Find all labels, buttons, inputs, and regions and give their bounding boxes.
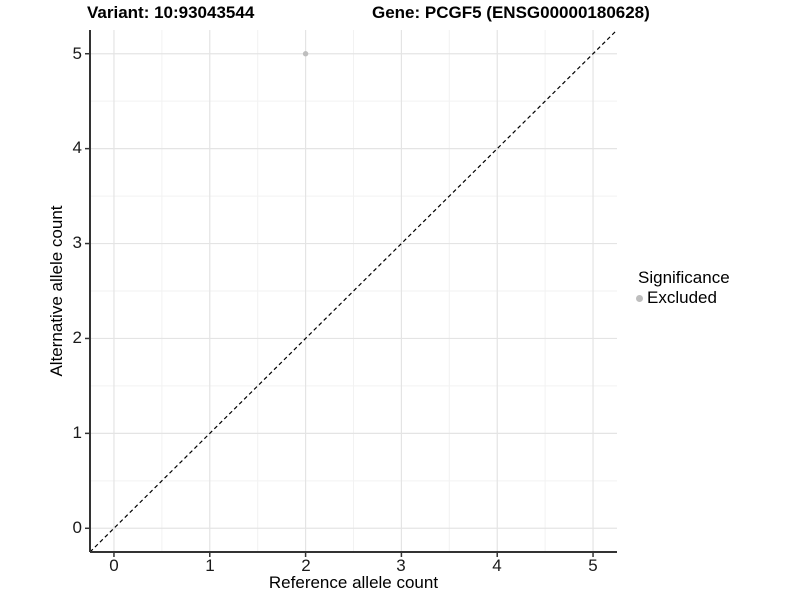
- x-tick-label: 0: [109, 556, 119, 575]
- x-axis-title: Reference allele count: [268, 573, 439, 592]
- legend-item-label: Excluded: [647, 288, 717, 307]
- data-points: [302, 51, 309, 57]
- legend-title: Significance: [638, 268, 730, 287]
- y-tick-label: 0: [72, 518, 82, 537]
- legend: Significance Excluded: [636, 268, 730, 308]
- y-tick-label: 1: [72, 423, 82, 442]
- x-tick-label: 1: [205, 556, 215, 575]
- x-tick-label: 5: [588, 556, 598, 575]
- axis-tick-marks: [85, 52, 594, 557]
- title-gene: Gene: PCGF5 (ENSG00000180628): [372, 3, 650, 22]
- axis-lines: [89, 30, 617, 553]
- x-tick-label: 4: [492, 556, 502, 575]
- title-variant: Variant: 10:93043544: [87, 3, 255, 22]
- major-gridlines: [90, 30, 617, 552]
- y-tick-label: 4: [72, 138, 82, 157]
- identity-line: [89, 29, 618, 553]
- legend-item-excluded: Excluded: [636, 288, 730, 308]
- minor-gridlines: [90, 30, 617, 552]
- y-tick-label: 3: [72, 233, 82, 252]
- y-tick-label: 2: [72, 328, 82, 347]
- x-tick-label: 2: [301, 556, 311, 575]
- data-point: [302, 51, 309, 57]
- x-tick-label: 3: [396, 556, 406, 575]
- identity-dashed-line: [89, 29, 618, 553]
- y-tick-label: 5: [72, 44, 82, 63]
- legend-key-dot-icon: [636, 294, 643, 302]
- y-axis-title: Alternative allele count: [47, 205, 66, 377]
